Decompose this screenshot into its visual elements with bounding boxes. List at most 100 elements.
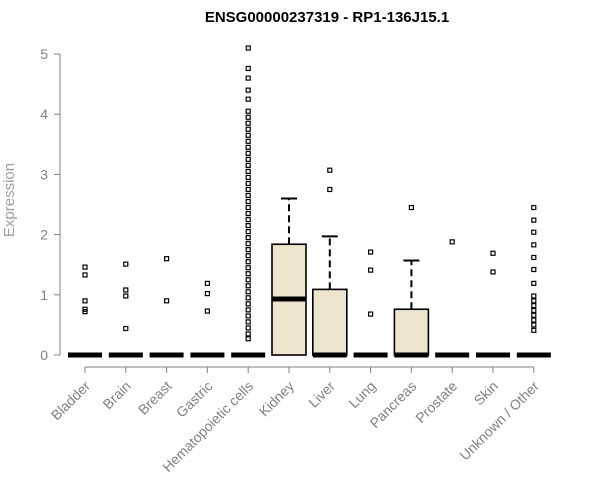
outlier-point <box>531 322 537 328</box>
outlier-point <box>123 261 129 267</box>
x-tick-label: Lung <box>345 378 378 411</box>
x-tick-label: Skin <box>471 378 502 409</box>
outlier-point <box>531 293 537 299</box>
outlier-point <box>368 249 374 255</box>
box-iqr <box>311 288 348 356</box>
box-group <box>231 45 266 358</box>
y-axis-label: Expression <box>1 163 18 237</box>
outlier-point <box>245 265 251 271</box>
y-tick-label: 3 <box>40 166 48 182</box>
x-tick-label: Prostate <box>412 378 460 426</box>
outlier-point <box>531 204 537 211</box>
outlier-point <box>245 210 251 217</box>
outlier-point <box>123 325 129 332</box>
outlier-point <box>82 298 88 304</box>
outlier-point <box>245 180 251 187</box>
box-iqr <box>393 308 430 356</box>
outlier-point <box>245 150 251 156</box>
outlier-point <box>449 239 455 245</box>
outlier-point <box>531 307 537 314</box>
outlier-point <box>245 325 251 331</box>
outlier-point <box>245 229 251 235</box>
x-tick-label: Brain <box>99 378 133 412</box>
y-tick-label: 0 <box>40 347 48 363</box>
outlier-point <box>245 313 251 319</box>
outlier-point <box>531 298 537 304</box>
outlier-point <box>245 301 251 307</box>
outlier-point <box>245 289 251 295</box>
outlier-point <box>368 311 374 317</box>
y-tick-label: 1 <box>40 287 48 303</box>
outlier-point <box>245 277 251 283</box>
outlier-point <box>245 241 251 247</box>
outlier-point <box>204 280 210 286</box>
outlier-point <box>204 308 210 314</box>
outlier-point <box>245 162 251 168</box>
x-tick-label: Bladder <box>48 378 94 424</box>
outlier-point <box>245 114 251 120</box>
outlier-point <box>82 272 88 278</box>
outlier-point <box>531 229 537 235</box>
chart-title: ENSG00000237319 - RP1-136J15.1 <box>205 9 449 26</box>
outlier-point <box>245 132 251 138</box>
outlier-point <box>490 269 496 275</box>
outlier-point <box>245 108 251 114</box>
outlier-point <box>245 204 251 211</box>
outlier-point <box>245 295 251 301</box>
outlier-point <box>531 266 537 273</box>
outlier-point <box>245 307 251 313</box>
outlier-point <box>245 120 251 126</box>
y-tick-label: 2 <box>40 227 48 243</box>
outlier-point <box>408 204 414 211</box>
outlier-point <box>531 303 537 309</box>
outlier-point <box>82 264 88 270</box>
outlier-point <box>490 250 496 256</box>
outlier-point <box>245 271 251 277</box>
box-group <box>393 204 430 358</box>
outlier-point <box>245 192 251 199</box>
outlier-point <box>164 298 170 304</box>
outlier-point <box>327 167 333 173</box>
outlier-point <box>531 217 537 223</box>
outlier-point <box>245 65 251 72</box>
outlier-point <box>245 87 251 93</box>
box-group <box>108 261 143 358</box>
outlier-point <box>245 174 251 181</box>
outlier-point <box>245 235 251 241</box>
box-group <box>68 264 102 358</box>
outlier-point <box>245 253 251 259</box>
box-group <box>190 280 225 358</box>
outlier-point <box>164 256 170 262</box>
outlier-point <box>123 287 129 293</box>
outlier-point <box>245 216 251 223</box>
box-group <box>271 197 307 356</box>
box-group <box>516 204 551 358</box>
outlier-point <box>245 336 251 342</box>
outlier-point <box>245 156 251 162</box>
outlier-point <box>245 144 251 150</box>
box-group <box>435 239 470 358</box>
outlier-point <box>82 306 88 312</box>
outlier-point <box>245 138 251 144</box>
outlier-point <box>245 331 251 337</box>
outlier-point <box>245 126 251 132</box>
x-tick-label: Kidney <box>256 378 298 420</box>
outlier-point <box>245 283 251 289</box>
outlier-point <box>531 242 537 248</box>
outlier-point <box>327 186 333 193</box>
outlier-point <box>123 293 129 299</box>
y-tick-label: 5 <box>40 46 48 62</box>
plot-area <box>68 45 551 358</box>
outlier-point <box>245 319 251 325</box>
outlier-point <box>531 327 537 333</box>
outlier-point <box>245 186 251 193</box>
outlier-point <box>245 247 251 253</box>
box-group <box>149 256 184 358</box>
outlier-point <box>245 198 251 205</box>
outlier-point <box>245 75 251 81</box>
box-group <box>311 167 348 358</box>
y-tick-label: 4 <box>40 106 48 122</box>
outlier-point <box>245 222 251 229</box>
outlier-point <box>245 259 251 265</box>
